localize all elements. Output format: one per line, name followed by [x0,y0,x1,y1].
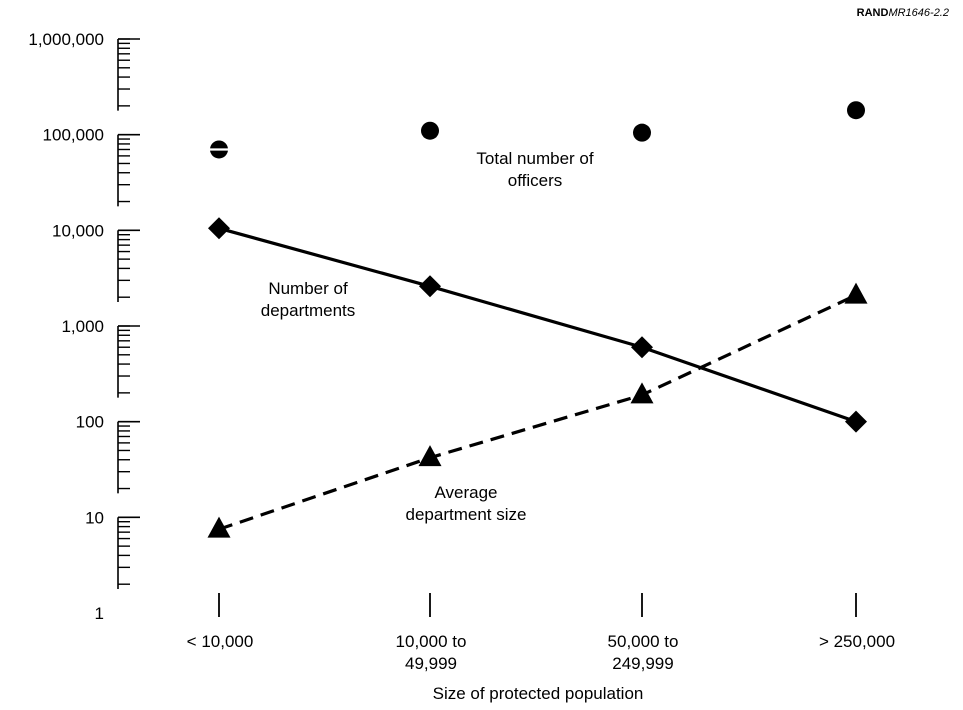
data-point-circle [421,121,439,140]
data-point-circle [633,123,651,142]
x-tick-label-line: 50,000 to [608,632,679,651]
y-tick-label: 100,000 [43,126,104,145]
x-tick-label-line: 249,999 [612,654,673,673]
y-tick-label: 1,000,000 [28,30,104,49]
y-tick-label: 100 [76,413,104,432]
data-point-circle [847,101,865,120]
series-line [218,226,857,424]
x-tick-label: < 10,000 [187,632,254,651]
x-axis: < 10,000 10,000 to 49,999 50,000 to 249,999 >… [187,593,895,673]
data-point-diamond [208,217,230,240]
y-tick-label: 1,000 [61,317,104,336]
x-tick-label: 10,000 to 49,999 [396,632,467,673]
series-label-line: Number of [268,279,348,298]
series-label: Total number of officers [476,149,593,190]
data-point-triangle [630,382,654,404]
series-label-line: Average [434,483,497,502]
x-tick-label-line: > 250,000 [819,632,895,651]
series-labels: Total number of officers Number of departme… [261,149,594,524]
x-tick-label: > 250,000 [819,632,895,651]
x-tick-label: 50,000 to 249,999 [608,632,679,673]
data-point-triangle [418,445,442,467]
y-tick-label: 10,000 [52,221,104,240]
x-tick-label-line: 49,999 [405,654,457,673]
data-point-diamond [631,336,653,359]
data-point-triangle [844,282,868,304]
series-line [218,293,857,531]
y-axis: 1 10 100 1,000 10,000 100,000 1,000,000 [28,30,140,623]
plot-area [207,101,868,538]
x-tick-label-line: 10,000 to [396,632,467,651]
y-tick-label: 10 [85,508,104,527]
source-tag-prefix: RAND [856,7,889,19]
y-tick-label: 1 [95,604,104,623]
series-label: Number of departments [261,279,356,320]
data-point-diamond [845,410,867,433]
series-label: Average department size [406,483,527,524]
source-tag: RANDMR1646-2.2 [857,7,949,19]
source-tag-id: MR1646-2.2 [888,7,949,19]
series-label-line: departments [261,301,356,320]
x-axis-title: Size of protected population [433,684,644,703]
series-label-line: Total number of [476,149,593,168]
series-label-line: department size [406,505,527,524]
series-label-line: officers [508,171,563,190]
x-tick-label-line: < 10,000 [187,632,254,651]
data-point-diamond [419,275,441,298]
data-point-triangle [207,516,231,538]
